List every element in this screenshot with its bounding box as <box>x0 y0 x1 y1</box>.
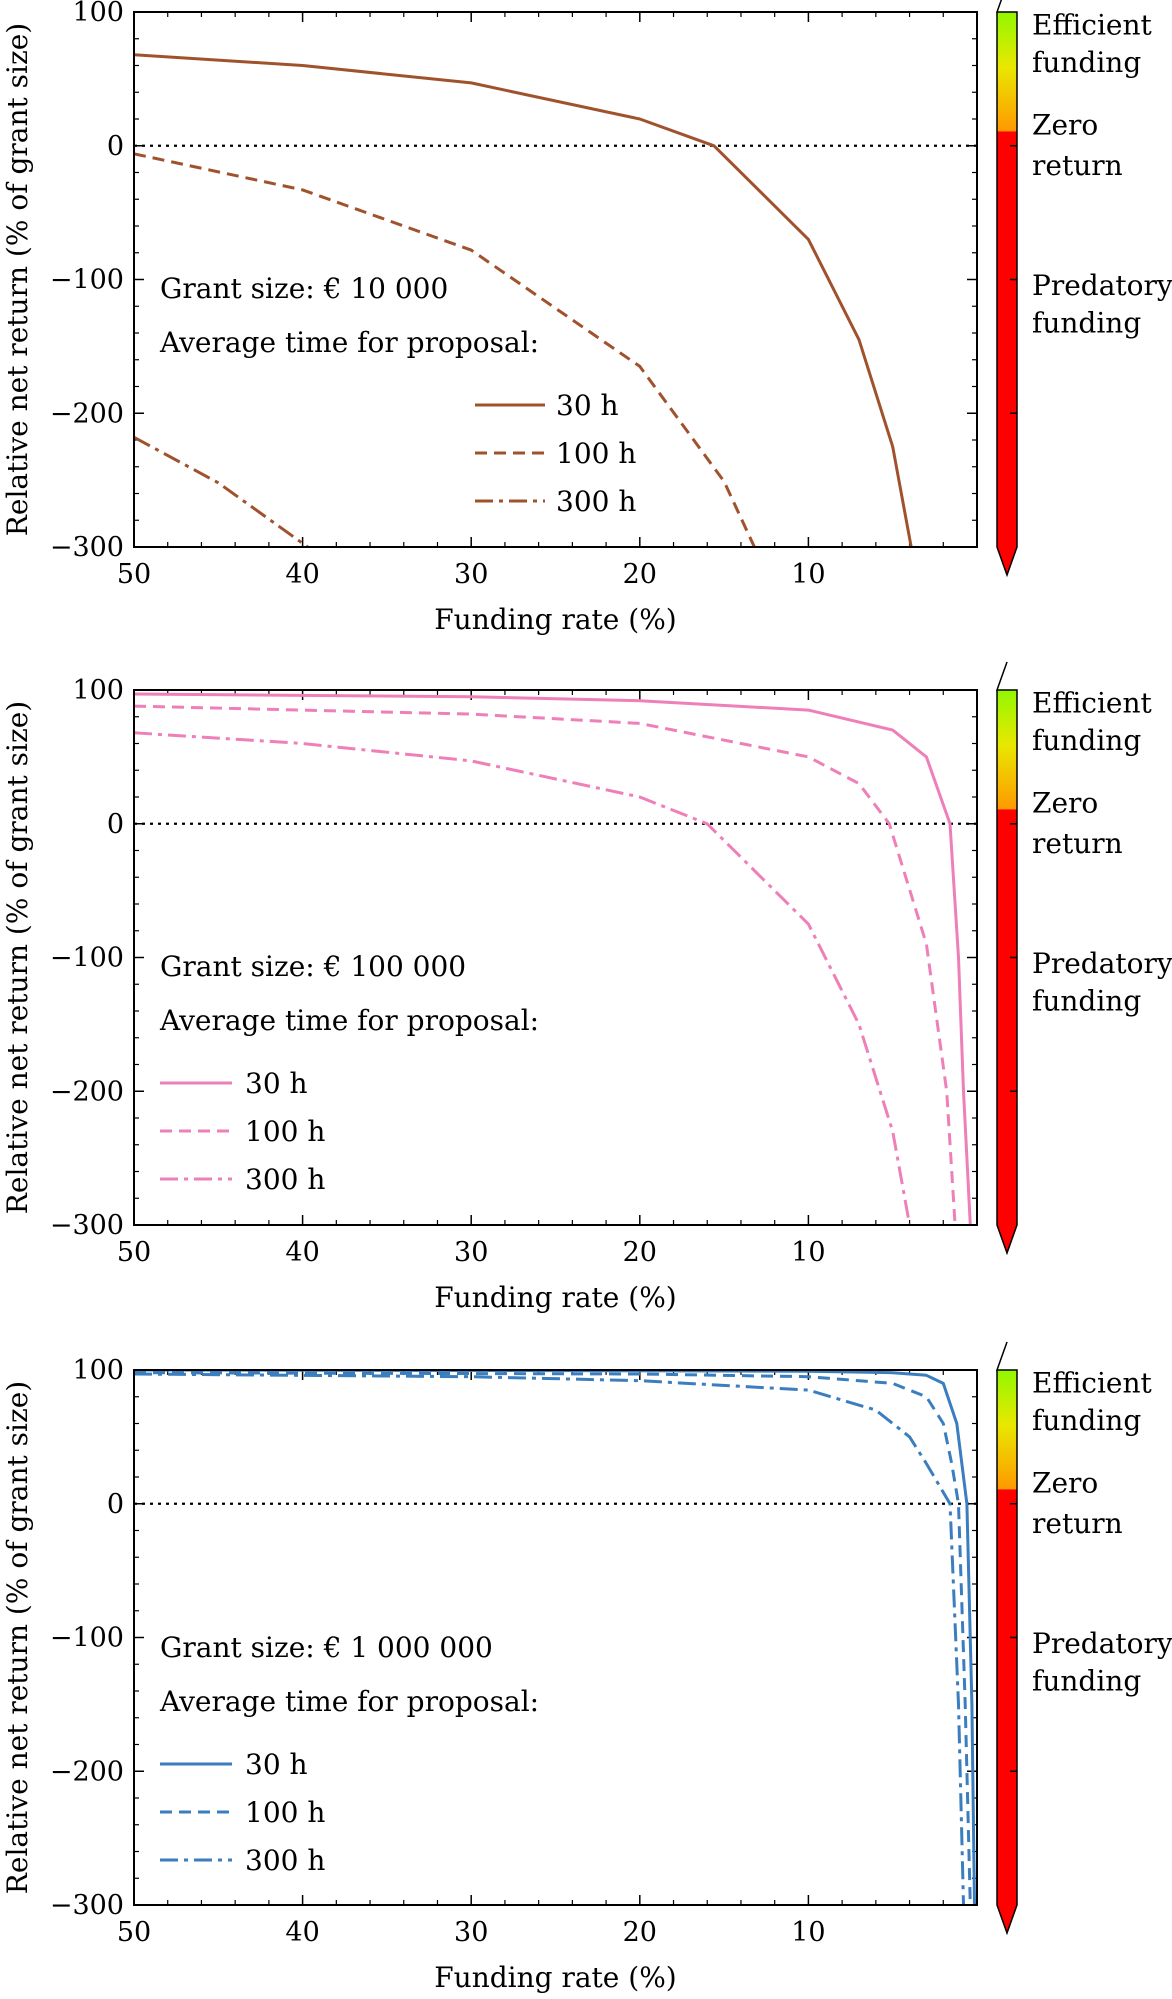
legend-label: 100 h <box>556 437 636 470</box>
series-line-100h <box>134 1371 972 1905</box>
series-line-300h <box>134 1372 965 1905</box>
colorbar: Efficient funding Zero return Predatory fundi… <box>995 1341 1172 1936</box>
x-tick-label: 40 <box>285 559 319 590</box>
colorbar-label: Zero <box>1032 787 1098 820</box>
x-tick-label: 40 <box>285 1917 319 1948</box>
colorbar-label: funding <box>1032 46 1141 79</box>
x-tick-label: 20 <box>623 1917 657 1948</box>
colorbar-label: Predatory <box>1032 1627 1172 1660</box>
series-line-30h <box>134 692 972 1225</box>
proposal-time-annotation: Average time for proposal: <box>159 1004 539 1037</box>
y-tick-label: 0 <box>107 1489 124 1520</box>
y-axis-label: Relative net return (% of grant size) <box>1 701 34 1214</box>
legend-label: 100 h <box>245 1796 325 1829</box>
y-tick-label: −100 <box>50 1623 124 1654</box>
x-tick-label: 10 <box>791 559 825 590</box>
x-tick-label: 10 <box>791 1237 825 1268</box>
colorbar-body <box>995 0 1018 578</box>
colorbar-label: Efficient <box>1032 8 1153 41</box>
y-tick-label: 0 <box>107 131 124 162</box>
legend-label: 30 h <box>556 389 619 422</box>
y-tick-label: −300 <box>50 1890 124 1921</box>
series-line-300h <box>134 731 912 1225</box>
proposal-time-annotation: Average time for proposal: <box>159 1685 539 1718</box>
y-tick-label: 100 <box>72 1355 124 1386</box>
series-group <box>134 692 972 1225</box>
y-tick-label: −300 <box>50 532 124 563</box>
colorbar-label: Predatory <box>1032 269 1172 302</box>
y-tick-label: −200 <box>50 1076 124 1107</box>
colorbar-label: funding <box>1032 985 1141 1018</box>
legend-label: 100 h <box>245 1115 325 1148</box>
grant-size-annotation: Grant size: € 1 000 000 <box>160 1631 493 1664</box>
x-axis-label: Funding rate (%) <box>434 1281 676 1314</box>
colorbar-body <box>995 661 1018 1256</box>
y-axis-label: Relative net return (% of grant size) <box>1 23 34 536</box>
series-line-300h <box>134 435 309 547</box>
y-tick-label: −100 <box>50 943 124 974</box>
x-tick-label: 40 <box>285 1237 319 1268</box>
x-tick-label: 10 <box>791 1917 825 1948</box>
chart-panel-middle: Relative net return (% of grant size) Fun… <box>1 675 978 1314</box>
series-line-100h <box>134 704 957 1225</box>
plot-frame <box>133 1369 978 1906</box>
plot-frame <box>133 689 978 1226</box>
x-tick-label: 30 <box>454 1237 488 1268</box>
colorbar: Efficient funding Zero return Predatory fundi… <box>995 0 1172 578</box>
plot-frame <box>133 11 978 548</box>
x-axis-label: Funding rate (%) <box>434 603 676 636</box>
x-tick-label: 50 <box>117 1917 151 1948</box>
colorbar-body <box>995 1341 1018 1936</box>
colorbar-label: Zero <box>1032 1467 1098 1500</box>
y-tick-label: 100 <box>72 675 124 706</box>
x-axis-label: Funding rate (%) <box>434 1961 676 1994</box>
colorbar: Efficient funding Zero return Predatory fundi… <box>995 661 1172 1256</box>
x-tick-label: 30 <box>454 559 488 590</box>
grant-size-annotation: Grant size: € 100 000 <box>160 950 466 983</box>
series-line-30h <box>134 53 913 547</box>
colorbar-label: Zero <box>1032 109 1098 142</box>
legend-label: 30 h <box>245 1748 308 1781</box>
legend-label: 300 h <box>556 485 636 518</box>
y-tick-label: −100 <box>50 265 124 296</box>
colorbar-label: funding <box>1032 724 1141 757</box>
grant-size-annotation: Grant size: € 10 000 <box>160 272 448 305</box>
x-tick-label: 50 <box>117 1237 151 1268</box>
y-tick-label: −200 <box>50 398 124 429</box>
x-tick-label: 20 <box>623 559 657 590</box>
colorbar-label: Predatory <box>1032 947 1172 980</box>
series-group <box>134 53 913 547</box>
y-tick-label: −300 <box>50 1210 124 1241</box>
chart-panel-top: Relative net return (% of grant size) Fun… <box>1 0 978 636</box>
legend-label: 30 h <box>245 1067 308 1100</box>
x-tick-label: 30 <box>454 1917 488 1948</box>
y-tick-label: 100 <box>72 0 124 28</box>
y-axis-label: Relative net return (% of grant size) <box>1 1381 34 1894</box>
colorbar-label: return <box>1032 827 1123 860</box>
colorbar-label: funding <box>1032 307 1141 340</box>
colorbar-label: funding <box>1032 1404 1141 1437</box>
legend-label: 300 h <box>245 1844 325 1877</box>
y-tick-label: −200 <box>50 1756 124 1787</box>
colorbar-label: Efficient <box>1032 1366 1153 1399</box>
series-line-100h <box>134 152 756 547</box>
chart-panel-bottom: Relative net return (% of grant size) Fun… <box>1 1355 978 1994</box>
colorbar-label: funding <box>1032 1665 1141 1698</box>
legend-label: 300 h <box>245 1163 325 1196</box>
proposal-time-annotation: Average time for proposal: <box>159 326 539 359</box>
colorbar-label: return <box>1032 149 1123 182</box>
y-tick-label: 0 <box>107 809 124 840</box>
colorbar-label: Efficient <box>1032 686 1153 719</box>
x-tick-label: 20 <box>623 1237 657 1268</box>
x-tick-label: 50 <box>117 559 151 590</box>
colorbar-label: return <box>1032 1507 1123 1540</box>
